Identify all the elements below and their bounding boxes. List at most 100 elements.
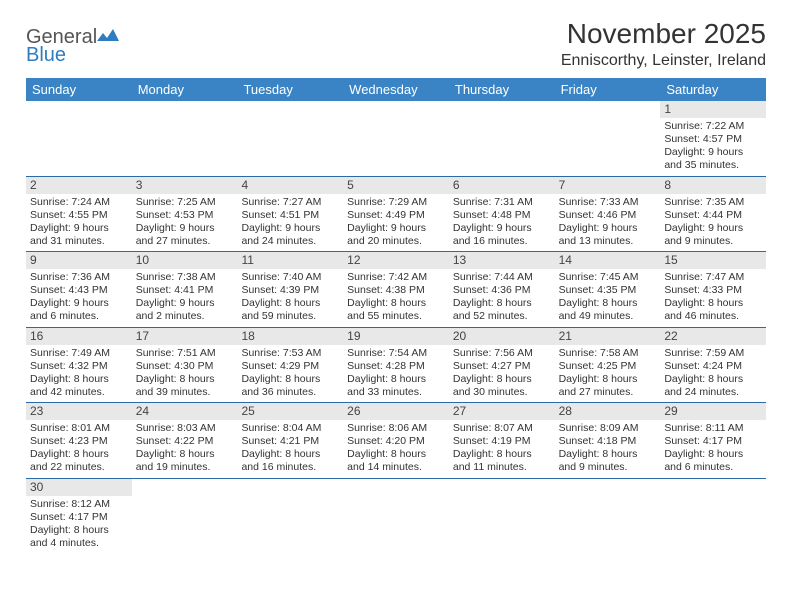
day-details: Sunrise: 7:40 AMSunset: 4:39 PMDaylight:… (241, 271, 339, 324)
sunset-text: Sunset: 4:57 PM (664, 133, 762, 146)
daylight-text: Daylight: 8 hours and 9 minutes. (559, 448, 657, 474)
sunset-text: Sunset: 4:25 PM (559, 360, 657, 373)
day-details: Sunrise: 7:49 AMSunset: 4:32 PMDaylight:… (30, 347, 128, 400)
day-cell: 30Sunrise: 8:12 AMSunset: 4:17 PMDayligh… (26, 479, 132, 554)
sunrise-text: Sunrise: 8:01 AM (30, 422, 128, 435)
sunrise-text: Sunrise: 7:22 AM (664, 120, 762, 133)
day-cell: 11Sunrise: 7:40 AMSunset: 4:39 PMDayligh… (237, 252, 343, 327)
sunrise-text: Sunrise: 7:29 AM (347, 196, 445, 209)
flag-icon (97, 26, 119, 48)
daylight-text: Daylight: 8 hours and 55 minutes. (347, 297, 445, 323)
title-block: November 2025 Enniscorthy, Leinster, Ire… (561, 18, 766, 70)
sunrise-text: Sunrise: 7:42 AM (347, 271, 445, 284)
sunrise-text: Sunrise: 7:35 AM (664, 196, 762, 209)
sunrise-text: Sunrise: 8:06 AM (347, 422, 445, 435)
day-cell: 1Sunrise: 7:22 AMSunset: 4:57 PMDaylight… (660, 101, 766, 176)
day-number: 21 (555, 328, 661, 345)
sunset-text: Sunset: 4:24 PM (664, 360, 762, 373)
day-cell: 13Sunrise: 7:44 AMSunset: 4:36 PMDayligh… (449, 252, 555, 327)
day-cell: 7Sunrise: 7:33 AMSunset: 4:46 PMDaylight… (555, 177, 661, 252)
sunrise-text: Sunrise: 7:59 AM (664, 347, 762, 360)
sunrise-text: Sunrise: 8:11 AM (664, 422, 762, 435)
day-cell: 24 Sunrise: 8:03 AMSunset: 4:22 PMDayligh… (132, 403, 238, 478)
day-cell (660, 479, 766, 554)
day-number: 10 (132, 252, 238, 269)
sunrise-text: Sunrise: 8:09 AM (559, 422, 657, 435)
day-details: Sunrise: 7:45 AMSunset: 4:35 PMDaylight:… (559, 271, 657, 324)
day-number: 19 (343, 328, 449, 345)
day-number: 8 (660, 177, 766, 194)
week-row: 16Sunrise: 7:49 AMSunset: 4:32 PMDayligh… (26, 328, 766, 404)
weekday-header: Thursday (449, 78, 555, 101)
day-cell: 18Sunrise: 7:53 AMSunset: 4:29 PMDayligh… (237, 328, 343, 403)
day-number: 26 (343, 403, 449, 420)
daylight-text: Daylight: 8 hours and 22 minutes. (30, 448, 128, 474)
daylight-text: Daylight: 9 hours and 6 minutes. (30, 297, 128, 323)
sunrise-text: Sunrise: 7:31 AM (453, 196, 551, 209)
sunset-text: Sunset: 4:36 PM (453, 284, 551, 297)
sunset-text: Sunset: 4:38 PM (347, 284, 445, 297)
sunset-text: Sunset: 4:44 PM (664, 209, 762, 222)
sunset-text: Sunset: 4:19 PM (453, 435, 551, 448)
sunrise-text: Sunrise: 7:49 AM (30, 347, 128, 360)
sunset-text: Sunset: 4:20 PM (347, 435, 445, 448)
daylight-text: Daylight: 9 hours and 16 minutes. (453, 222, 551, 248)
day-number: 2 (26, 177, 132, 194)
day-details: Sunrise: 8:09 AMSunset: 4:18 PMDaylight:… (559, 422, 657, 475)
weekday-header: Sunday (26, 78, 132, 101)
day-cell: 20Sunrise: 7:56 AMSunset: 4:27 PMDayligh… (449, 328, 555, 403)
day-cell (555, 101, 661, 176)
day-details: Sunrise: 7:47 AMSunset: 4:33 PMDaylight:… (664, 271, 762, 324)
logo-text: General Blue (26, 28, 119, 64)
day-number: 12 (343, 252, 449, 269)
calendar-page: General Blue November 2025 Enniscorthy, … (0, 0, 792, 571)
day-details: Sunrise: 7:53 AMSunset: 4:29 PMDaylight:… (241, 347, 339, 400)
daylight-text: Daylight: 8 hours and 4 minutes. (30, 524, 128, 550)
daylight-text: Daylight: 8 hours and 6 minutes. (664, 448, 762, 474)
sunset-text: Sunset: 4:22 PM (136, 435, 234, 448)
day-cell: 9Sunrise: 7:36 AMSunset: 4:43 PMDaylight… (26, 252, 132, 327)
day-details: Sunrise: 7:36 AMSunset: 4:43 PMDaylight:… (30, 271, 128, 324)
day-cell (343, 479, 449, 554)
day-cell (449, 479, 555, 554)
day-details: Sunrise: 8:03 AMSunset: 4:22 PMDaylight:… (136, 422, 234, 475)
day-number: 24 (132, 403, 238, 420)
day-cell: 16Sunrise: 7:49 AMSunset: 4:32 PMDayligh… (26, 328, 132, 403)
daylight-text: Daylight: 8 hours and 36 minutes. (241, 373, 339, 399)
day-cell: 23Sunrise: 8:01 AMSunset: 4:23 PMDayligh… (26, 403, 132, 478)
sunset-text: Sunset: 4:53 PM (136, 209, 234, 222)
logo-word2: Blue (26, 44, 66, 66)
day-number: 14 (555, 252, 661, 269)
day-details: Sunrise: 7:35 AMSunset: 4:44 PMDaylight:… (664, 196, 762, 249)
sunset-text: Sunset: 4:39 PM (241, 284, 339, 297)
day-cell: 4Sunrise: 7:27 AMSunset: 4:51 PMDaylight… (237, 177, 343, 252)
day-details: Sunrise: 7:31 AMSunset: 4:48 PMDaylight:… (453, 196, 551, 249)
sunrise-text: Sunrise: 7:56 AM (453, 347, 551, 360)
daylight-text: Daylight: 9 hours and 31 minutes. (30, 222, 128, 248)
weekday-header: Monday (132, 78, 238, 101)
daylight-text: Daylight: 8 hours and 46 minutes. (664, 297, 762, 323)
day-cell: 12 Sunrise: 7:42 AMSunset: 4:38 PMDayligh… (343, 252, 449, 327)
daylight-text: Daylight: 8 hours and 33 minutes. (347, 373, 445, 399)
sunrise-text: Sunrise: 7:36 AM (30, 271, 128, 284)
sunrise-text: Sunrise: 7:54 AM (347, 347, 445, 360)
sunset-text: Sunset: 4:48 PM (453, 209, 551, 222)
weekday-header: Saturday (660, 78, 766, 101)
daylight-text: Daylight: 9 hours and 35 minutes. (664, 146, 762, 172)
sunrise-text: Sunrise: 8:12 AM (30, 498, 128, 511)
daylight-text: Daylight: 8 hours and 52 minutes. (453, 297, 551, 323)
day-details: Sunrise: 7:44 AMSunset: 4:36 PMDaylight:… (453, 271, 551, 324)
daylight-text: Daylight: 9 hours and 13 minutes. (559, 222, 657, 248)
week-row: 1Sunrise: 7:22 AMSunset: 4:57 PMDaylight… (26, 101, 766, 177)
sunrise-text: Sunrise: 7:38 AM (136, 271, 234, 284)
sunrise-text: Sunrise: 7:24 AM (30, 196, 128, 209)
weekday-header: Friday (555, 78, 661, 101)
sunset-text: Sunset: 4:55 PM (30, 209, 128, 222)
day-cell (237, 101, 343, 176)
sunrise-text: Sunrise: 7:44 AM (453, 271, 551, 284)
day-cell: 28Sunrise: 8:09 AMSunset: 4:18 PMDayligh… (555, 403, 661, 478)
weekday-header-row: Sunday Monday Tuesday Wednesday Thursday… (26, 78, 766, 101)
day-cell: 19Sunrise: 7:54 AMSunset: 4:28 PMDayligh… (343, 328, 449, 403)
sunset-text: Sunset: 4:21 PM (241, 435, 339, 448)
sunset-text: Sunset: 4:43 PM (30, 284, 128, 297)
